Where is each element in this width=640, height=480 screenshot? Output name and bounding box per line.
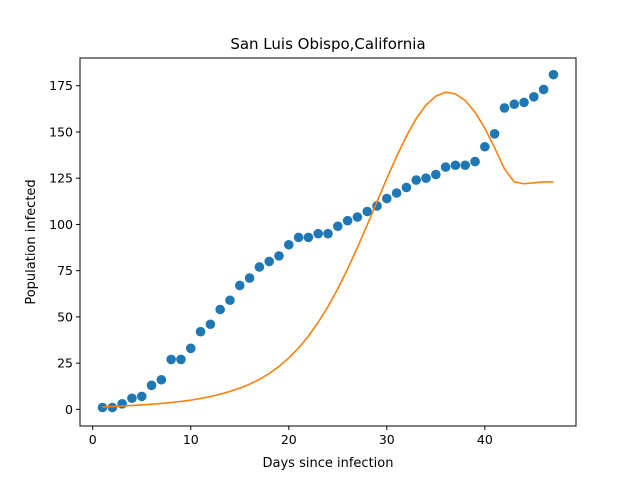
data-point xyxy=(176,354,186,365)
data-point xyxy=(127,393,137,404)
axes: 0 10 20 30 40 0 25 50 75 100 125 150 175 xyxy=(49,57,577,447)
series-layer xyxy=(97,69,559,413)
data-point xyxy=(401,182,412,193)
data-point xyxy=(97,402,108,413)
data-point xyxy=(166,354,176,365)
data-point xyxy=(264,256,274,267)
data-point xyxy=(156,374,167,385)
y-axis-label: Population infected xyxy=(24,179,39,304)
data-point xyxy=(274,251,284,261)
y-tick-label: 175 xyxy=(49,78,73,93)
data-point xyxy=(333,221,343,232)
data-point xyxy=(323,228,333,239)
data-point xyxy=(519,97,529,108)
data-point xyxy=(431,169,441,180)
data-point xyxy=(254,262,265,272)
y-tick-label: 25 xyxy=(57,356,73,371)
data-point xyxy=(107,402,118,413)
data-point xyxy=(411,175,422,185)
data-point xyxy=(313,228,324,239)
x-tick-label: 0 xyxy=(89,432,97,447)
y-tick-label: 125 xyxy=(49,171,73,186)
y-tick-label: 75 xyxy=(57,263,73,278)
data-point xyxy=(421,173,431,183)
data-point xyxy=(460,160,471,171)
data-point xyxy=(185,343,196,354)
data-point xyxy=(489,129,500,139)
data-point xyxy=(382,193,392,204)
data-point xyxy=(342,215,353,226)
data-point xyxy=(136,391,147,402)
data-point xyxy=(499,103,510,113)
y-tick-label: 150 xyxy=(49,124,73,139)
y-tick-label: 100 xyxy=(49,217,73,232)
data-point xyxy=(480,141,490,152)
data-point xyxy=(244,273,255,283)
plot-frame xyxy=(79,57,577,427)
series-line-1 xyxy=(102,91,554,408)
data-point xyxy=(215,304,225,315)
data-point xyxy=(146,380,157,391)
x-tick-label: 40 xyxy=(477,432,493,447)
data-point xyxy=(391,188,402,198)
data-point xyxy=(293,232,304,243)
x-tick-label: 20 xyxy=(281,432,297,447)
x-tick-label: 10 xyxy=(183,432,199,447)
data-point xyxy=(529,92,539,102)
data-point xyxy=(548,69,559,80)
y-tick-label: 50 xyxy=(57,309,73,324)
data-point xyxy=(470,156,480,167)
data-point xyxy=(195,326,206,337)
data-point xyxy=(362,206,373,217)
data-point xyxy=(538,84,549,95)
plot-area xyxy=(80,58,576,426)
data-point xyxy=(303,232,314,243)
data-point xyxy=(225,295,235,306)
plot-background xyxy=(80,58,576,426)
data-point xyxy=(352,212,363,222)
x-axis-label: Days since infection xyxy=(263,456,394,471)
data-point xyxy=(450,160,461,171)
x-tick-label: 30 xyxy=(379,432,395,447)
chart-title: San Luis Obispo,California xyxy=(230,35,425,53)
data-point xyxy=(283,239,294,250)
data-point xyxy=(509,99,520,110)
data-point xyxy=(234,280,245,291)
data-point xyxy=(440,162,451,172)
data-point xyxy=(205,319,216,330)
data-point xyxy=(117,399,127,409)
y-tick-label: 0 xyxy=(65,402,73,417)
